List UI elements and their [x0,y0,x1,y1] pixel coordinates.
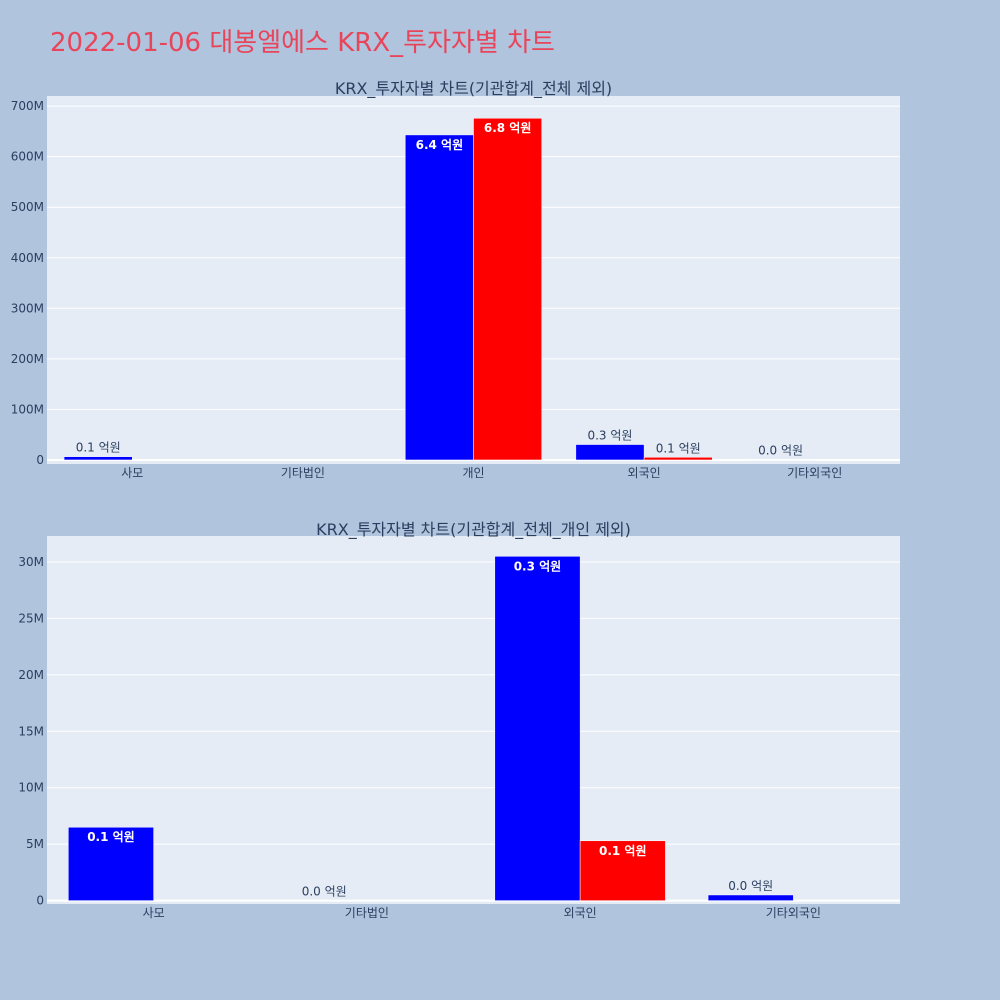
x-tick-label: 기타법인 [281,466,325,480]
chart-title: KRX_투자자별 차트(기관합계_전체_개인 제외) [316,520,631,540]
x-tick-label: 기타법인 [345,906,389,920]
bar [746,459,815,461]
y-tick-label: 600M [11,150,44,164]
bar [575,444,645,461]
x-tick-label: 기타외국인 [766,906,821,920]
y-tick-label: 500M [11,200,44,214]
bar [473,117,542,461]
y-tick-label: 30M [18,555,44,569]
bar [494,556,581,901]
data-label: 0.1 억원 [599,844,647,858]
x-tick-label: 외국인 [564,906,597,920]
bar [707,894,794,901]
plot-area-2 [47,536,900,904]
y-tick-label: 10M [18,781,44,795]
y-tick-label: 200M [11,352,44,366]
y-tick-label: 15M [18,724,44,738]
bar [579,840,666,901]
bar [405,134,474,461]
data-label: 0.3 억원 [514,559,562,573]
data-label: 0.1 억원 [656,441,701,455]
y-tick-label: 0 [36,894,44,908]
data-label: 0.0 억원 [302,885,347,899]
x-tick-label: 사모 [143,906,165,920]
x-tick-label: 기타외국인 [787,466,842,480]
y-tick-label: 100M [11,402,44,416]
page-title: 2022-01-06 대봉엘에스 KRX_투자자별 차트 [50,28,555,58]
bar [68,826,154,901]
data-label: 6.4 억원 [416,138,464,152]
y-tick-label: 25M [18,611,44,625]
data-label: 0.0 억원 [728,879,773,893]
data-label: 0.0 억원 [758,444,803,458]
y-tick-label: 300M [11,301,44,315]
chart-title: KRX_투자자별 차트(기관합계_전체 제외) [335,79,612,99]
data-label: 6.8 억원 [484,121,532,135]
data-label: 0.3 억원 [587,429,632,443]
data-label: 0.1 억원 [76,441,121,455]
y-tick-label: 400M [11,251,44,265]
data-label: 0.1 억원 [87,830,135,844]
bar [643,457,713,461]
x-tick-label: 사모 [121,466,143,480]
y-tick-label: 5M [26,837,44,851]
y-tick-label: 0 [36,453,44,467]
x-tick-label: 개인 [462,466,484,480]
bar [63,456,133,461]
y-tick-label: 20M [18,668,44,682]
x-tick-label: 외국인 [628,466,661,480]
y-tick-label: 700M [11,99,44,113]
